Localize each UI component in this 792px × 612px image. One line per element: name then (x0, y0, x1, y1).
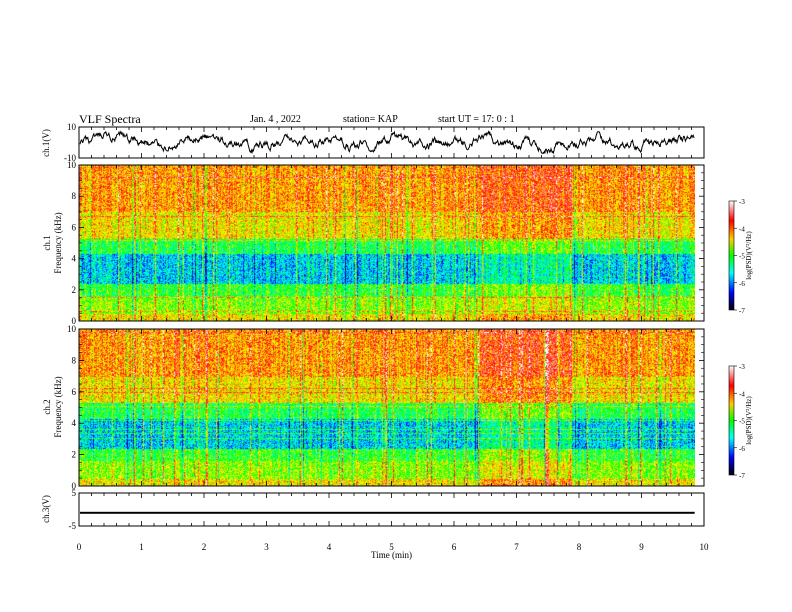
ch3-trace-line (80, 511, 695, 514)
panel-2-ytick-label: 4 (72, 418, 77, 428)
date-label: Jan. 4 , 2022 (250, 114, 301, 125)
x-tick-label: 2 (202, 542, 207, 552)
x-tick-label: 5 (389, 542, 394, 552)
colorbar-2-tick-label: -6 (739, 445, 745, 453)
colorbar-1 (728, 200, 735, 311)
panel-1-ytick-label: 2 (72, 285, 77, 295)
colorbar-1-label: log(PSD)(V²/Hz) (745, 231, 753, 280)
colorbar-1-tick-label: -7 (739, 307, 745, 315)
colorbar-1-tick-label: -5 (739, 253, 745, 261)
panel-2-ytick-label: 6 (72, 387, 77, 397)
x-tick-label: 1 (139, 542, 144, 552)
colorbar-2-tick-label: -5 (739, 418, 745, 426)
x-tick-label: 8 (577, 542, 582, 552)
panel-0-ytick-label: 10 (67, 122, 77, 132)
x-tick-label: 0 (77, 542, 82, 552)
ch1-ylabel: ch.1(V) (41, 129, 51, 157)
spectrogram-1-image (79, 165, 695, 321)
panel-2-ytick-label: 2 (72, 450, 77, 460)
spec2-ylabel-frequency: Frequency (kHz) (53, 376, 63, 437)
panel-1-ytick-label: 6 (72, 222, 77, 232)
colorbar-2-label: log(PSD)(V²/Hz) (745, 396, 753, 445)
colorbar-2-tick-label: -7 (739, 472, 745, 480)
x-tick-label: 7 (514, 542, 519, 552)
station-label: station= KAP (343, 114, 398, 125)
spec1-ylabel-channel: ch.1 (42, 235, 52, 250)
colorbar-2-tick-label: -4 (739, 390, 745, 398)
spectrogram-2-image (79, 329, 695, 486)
ch1-waveform-line (79, 130, 695, 155)
panel-2-ytick-label: 0 (72, 481, 77, 491)
spec2-ylabel-channel: ch.2 (42, 399, 52, 414)
start-time-label: start UT = 17: 0 : 1 (438, 114, 515, 125)
panel-3-ytick-label: 5 (72, 488, 77, 498)
x-tick-label: 4 (327, 542, 332, 552)
panel-1-ytick-label: 10 (67, 160, 77, 170)
spec1-ylabel-frequency: Frequency (kHz) (53, 212, 63, 273)
ch3-ylabel: ch.3(V) (41, 495, 51, 523)
panel-1-ytick-label: 0 (72, 316, 77, 326)
panel-2-ytick-label: 10 (67, 324, 77, 334)
panel-2-ytick-label: 8 (72, 355, 77, 365)
panel-1-ytick-label: 8 (72, 191, 77, 201)
x-tick-label: 6 (452, 542, 457, 552)
colorbar-2 (728, 365, 735, 476)
x-tick-label: 9 (639, 542, 644, 552)
panel-3-ytick-label: -5 (69, 521, 77, 531)
colorbar-1-tick-label: -3 (739, 198, 745, 206)
figure-title: VLF Spectra (79, 112, 141, 126)
x-tick-label: 10 (700, 542, 710, 552)
x-axis-title: Time (min) (371, 550, 412, 560)
colorbar-2-tick-label: -3 (739, 363, 745, 371)
panel-1-ytick-label: 4 (72, 254, 77, 264)
colorbar-1-tick-label: -6 (739, 280, 745, 288)
x-tick-label: 3 (264, 542, 269, 552)
colorbar-1-tick-label: -4 (739, 225, 745, 233)
panel-0-ytick-label: -10 (64, 153, 76, 163)
